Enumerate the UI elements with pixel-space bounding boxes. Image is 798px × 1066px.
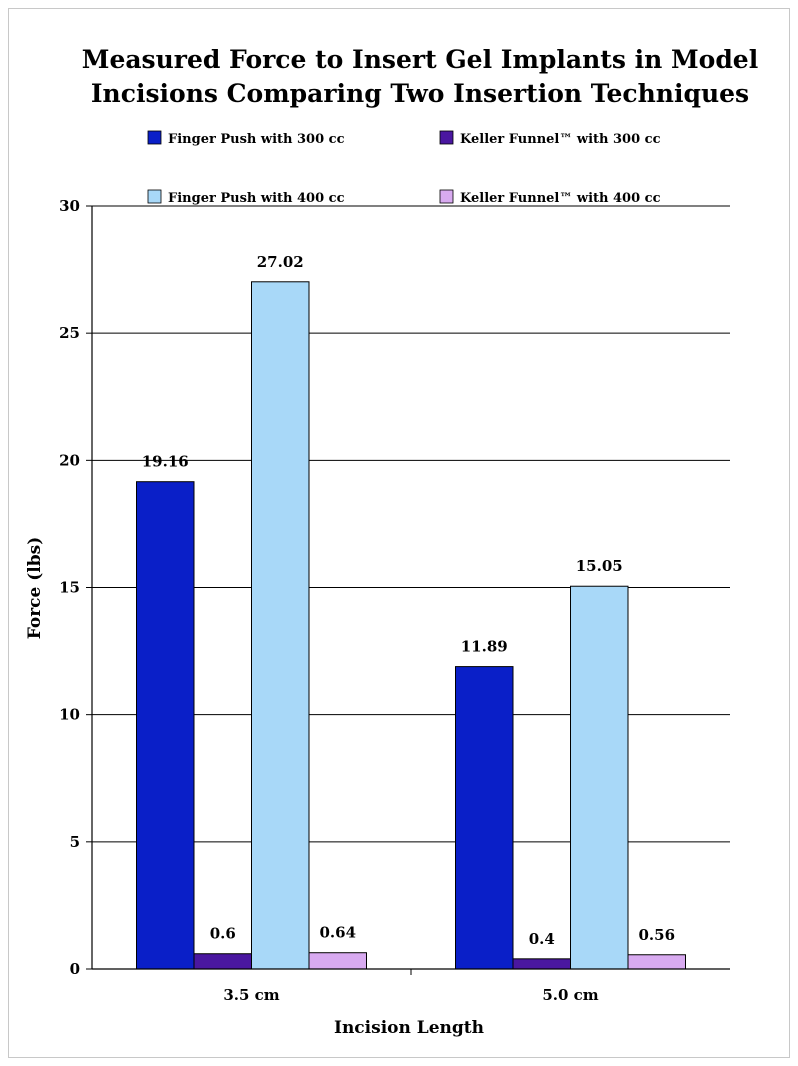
chart-title-line-1: Measured Force to Insert Gel Implants in… (82, 45, 758, 74)
data-label: 0.64 (319, 924, 356, 942)
x-axis-title: Incision Length (334, 1018, 484, 1038)
legend-label: Finger Push with 300 cc (168, 132, 345, 147)
y-axis-title: Force (lbs) (25, 537, 45, 640)
x-tick-label: 5.0 cm (542, 986, 598, 1004)
data-label: 0.6 (210, 925, 236, 943)
data-label: 15.05 (576, 557, 623, 575)
bars: 19.16 0.6 27.02 0.64 11.89 0.4 15.05 0.56 (136, 253, 686, 970)
y-tick-label: 5 (70, 833, 80, 851)
legend-label: Keller Funnel™ with 300 cc (460, 132, 661, 147)
bar-4-1 (308, 952, 367, 970)
data-label: 11.89 (461, 638, 508, 656)
legend-swatch-3 (147, 189, 162, 204)
y-tick-label: 10 (59, 706, 80, 724)
data-label: 0.4 (529, 930, 555, 948)
chart-title-line-2: Incisions Comparing Two Insertion Techni… (91, 79, 749, 108)
data-label: 19.16 (142, 453, 189, 471)
bar-2-2 (512, 958, 571, 970)
y-tick-label: 20 (59, 451, 80, 469)
bar-2-1 (193, 953, 252, 970)
axes: 0 5 10 15 20 25 30 3.5 cm 5.0 cm (59, 197, 730, 1004)
legend-label: Finger Push with 400 cc (168, 191, 345, 206)
legend-label: Keller Funnel™ with 400 cc (460, 191, 661, 206)
data-label: 27.02 (257, 253, 304, 271)
legend-swatch-1 (147, 130, 162, 145)
data-label: 0.56 (638, 926, 675, 944)
legend-swatch-4 (439, 189, 454, 204)
y-tick-label: 0 (70, 960, 80, 978)
y-tick-label: 30 (59, 197, 80, 215)
bar-3-2 (570, 585, 629, 970)
bar-1-1 (136, 481, 195, 970)
bar-4-2 (627, 954, 686, 970)
legend-swatch-2 (439, 130, 454, 145)
bar-3-1 (251, 281, 310, 970)
y-tick-label: 15 (59, 579, 80, 597)
legend: Finger Push with 300 cc Keller Funnel™ wi… (147, 130, 661, 206)
bar-1-2 (455, 666, 514, 970)
y-tick-label: 25 (59, 324, 80, 342)
x-tick-label: 3.5 cm (223, 986, 279, 1004)
